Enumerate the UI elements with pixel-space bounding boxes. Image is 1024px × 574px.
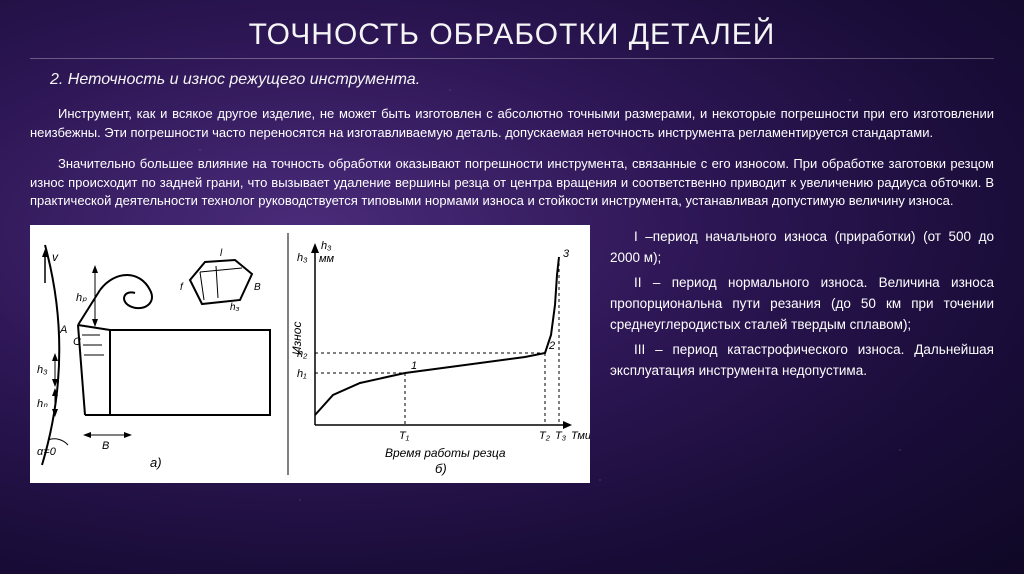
paragraph-1: Инструмент, как и всякое другое изделие,… <box>30 105 994 143</box>
label-alpha: α=0 <box>37 446 57 458</box>
xlabel-caption: Время работы резца <box>385 446 506 460</box>
ylabel-h3: h₃ <box>321 240 332 252</box>
paragraph-2: Значительно большее влияние на точность … <box>30 155 994 212</box>
label-v: v <box>52 250 59 264</box>
xlabel-tmin: Тмин <box>571 430 590 442</box>
label-l: l <box>220 248 223 259</box>
label-h3: h₃ <box>37 364 48 376</box>
ytick-h1: h₁ <box>297 368 307 380</box>
slide-container: ТОЧНОСТЬ ОБРАБОТКИ ДЕТАЛЕЙ 2. Неточность… <box>0 0 1024 483</box>
legend: I –период начального износа (приработки)… <box>610 225 994 385</box>
xtick-t1: T₁ <box>399 430 410 442</box>
panel-b: h₃ мм Износ h₃ h₂ h₁ <box>290 240 590 476</box>
ylabel-mm: мм <box>319 253 335 265</box>
ytick-h3: h₃ <box>297 252 308 264</box>
wear-figure: v hₚ l <box>30 225 590 483</box>
label-hp: hₚ <box>76 292 87 304</box>
content-row: v hₚ l <box>30 225 994 483</box>
label-f: f <box>180 282 184 293</box>
pt1: 1 <box>411 360 417 372</box>
panel-a-label: а) <box>150 455 162 470</box>
panel-b-label: б) <box>435 461 447 476</box>
ytick-h2: h₂ <box>297 348 308 360</box>
xtick-t3: T₃ <box>555 430 567 442</box>
legend-1: I –период начального износа (приработки)… <box>610 227 994 269</box>
pt3: 3 <box>563 248 570 260</box>
label-B-small: B <box>254 282 261 293</box>
label-hn: hₙ <box>37 398 48 410</box>
pt2: 2 <box>548 340 555 352</box>
legend-2: II – период нормального износа. Величина… <box>610 273 994 336</box>
label-A: A <box>59 324 67 336</box>
legend-3: III – период катастрофического износа. Д… <box>610 340 994 382</box>
slide-title: ТОЧНОСТЬ ОБРАБОТКИ ДЕТАЛЕЙ <box>30 18 994 59</box>
slide-subtitle: 2. Неточность и износ режущего инструмен… <box>30 71 994 89</box>
panel-a: v hₚ l <box>37 245 270 470</box>
label-B: B <box>102 440 109 452</box>
xtick-t2: T₂ <box>539 430 551 442</box>
label-h3r: h₃ <box>230 302 240 313</box>
